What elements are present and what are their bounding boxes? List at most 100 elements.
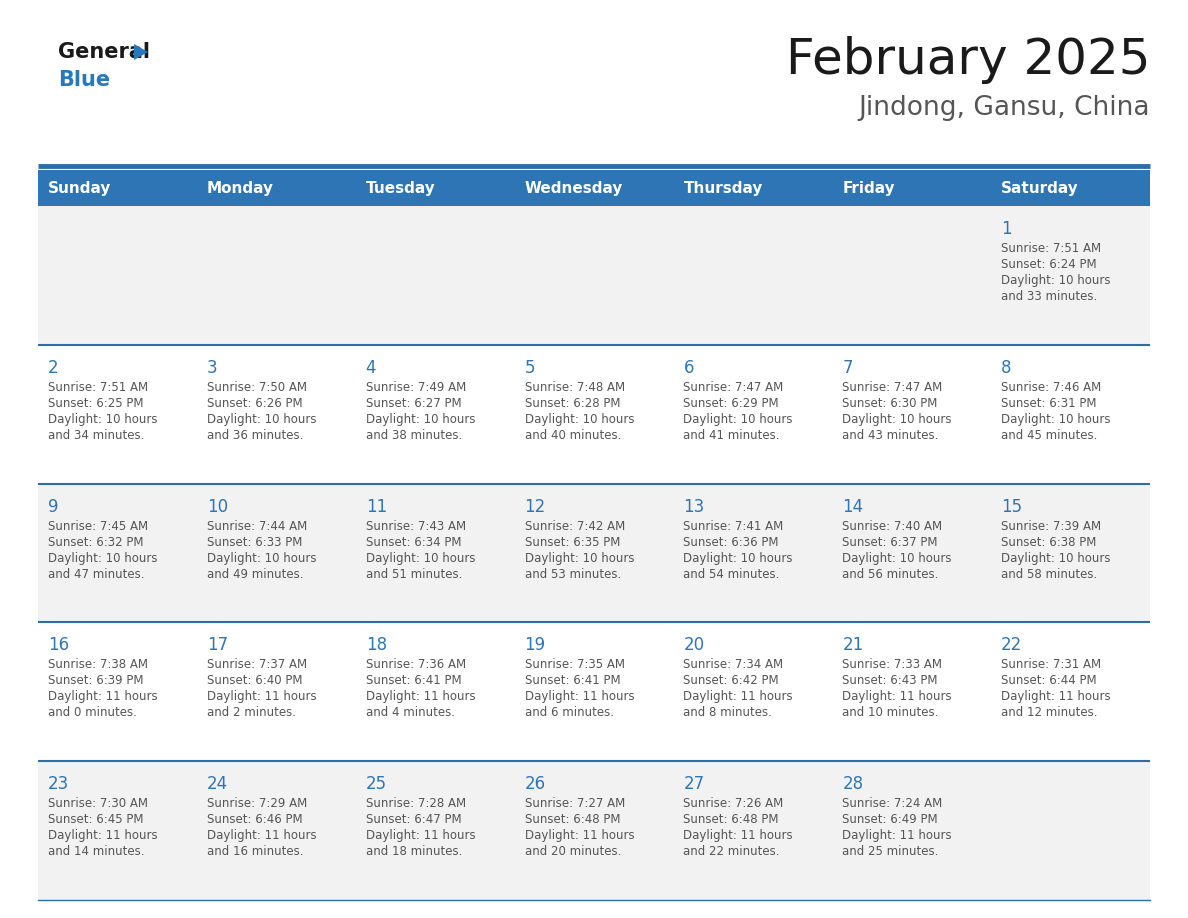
Text: Daylight: 10 hours: Daylight: 10 hours [366, 413, 475, 426]
Text: Sunday: Sunday [48, 181, 112, 196]
Text: Daylight: 10 hours: Daylight: 10 hours [1001, 552, 1111, 565]
Bar [514, 170, 674, 206]
Text: Sunset: 6:31 PM: Sunset: 6:31 PM [1001, 397, 1097, 409]
Text: Sunset: 6:32 PM: Sunset: 6:32 PM [48, 535, 144, 549]
Text: Sunrise: 7:48 AM: Sunrise: 7:48 AM [525, 381, 625, 394]
Text: and 40 minutes.: and 40 minutes. [525, 429, 621, 442]
Text: Daylight: 11 hours: Daylight: 11 hours [842, 829, 952, 842]
Text: Thursday: Thursday [683, 181, 763, 196]
Text: Sunset: 6:38 PM: Sunset: 6:38 PM [1001, 535, 1097, 549]
Text: Wednesday: Wednesday [525, 181, 623, 196]
Text: and 34 minutes.: and 34 minutes. [48, 429, 145, 442]
Text: 9: 9 [48, 498, 58, 516]
Text: and 14 minutes.: and 14 minutes. [48, 845, 145, 858]
Text: Daylight: 10 hours: Daylight: 10 hours [366, 552, 475, 565]
Text: Sunrise: 7:49 AM: Sunrise: 7:49 AM [366, 381, 466, 394]
Bar [197, 170, 355, 206]
Text: and 53 minutes.: and 53 minutes. [525, 567, 621, 580]
Text: Sunset: 6:42 PM: Sunset: 6:42 PM [683, 675, 779, 688]
Text: Daylight: 10 hours: Daylight: 10 hours [525, 413, 634, 426]
Text: Sunrise: 7:35 AM: Sunrise: 7:35 AM [525, 658, 625, 671]
Text: General: General [58, 42, 150, 62]
Text: 28: 28 [842, 775, 864, 793]
Text: Sunrise: 7:31 AM: Sunrise: 7:31 AM [1001, 658, 1101, 671]
Text: Sunset: 6:41 PM: Sunset: 6:41 PM [366, 675, 461, 688]
Text: Sunrise: 7:33 AM: Sunrise: 7:33 AM [842, 658, 942, 671]
Text: 17: 17 [207, 636, 228, 655]
Text: and 2 minutes.: and 2 minutes. [207, 706, 296, 720]
Text: and 49 minutes.: and 49 minutes. [207, 567, 303, 580]
Text: Sunrise: 7:30 AM: Sunrise: 7:30 AM [48, 797, 148, 811]
Text: Sunset: 6:35 PM: Sunset: 6:35 PM [525, 535, 620, 549]
Text: Daylight: 11 hours: Daylight: 11 hours [48, 690, 158, 703]
Text: 3: 3 [207, 359, 217, 376]
Text: and 12 minutes.: and 12 minutes. [1001, 706, 1098, 720]
Text: 1: 1 [1001, 220, 1012, 238]
Text: 5: 5 [525, 359, 535, 376]
Text: Sunrise: 7:29 AM: Sunrise: 7:29 AM [207, 797, 308, 811]
Text: Sunrise: 7:51 AM: Sunrise: 7:51 AM [1001, 242, 1101, 255]
Bar [355, 170, 514, 206]
Text: Sunset: 6:43 PM: Sunset: 6:43 PM [842, 675, 937, 688]
Text: 2: 2 [48, 359, 58, 376]
Text: Daylight: 11 hours: Daylight: 11 hours [1001, 690, 1111, 703]
Bar [38, 206, 1150, 345]
Text: Sunset: 6:45 PM: Sunset: 6:45 PM [48, 813, 144, 826]
Text: 6: 6 [683, 359, 694, 376]
Text: Friday: Friday [842, 181, 895, 196]
Text: Daylight: 10 hours: Daylight: 10 hours [842, 552, 952, 565]
Text: Sunrise: 7:43 AM: Sunrise: 7:43 AM [366, 520, 466, 532]
Text: Sunrise: 7:42 AM: Sunrise: 7:42 AM [525, 520, 625, 532]
Text: Daylight: 11 hours: Daylight: 11 hours [207, 690, 316, 703]
Bar [674, 170, 833, 206]
Text: Tuesday: Tuesday [366, 181, 436, 196]
Text: Daylight: 11 hours: Daylight: 11 hours [48, 829, 158, 842]
Text: Sunrise: 7:37 AM: Sunrise: 7:37 AM [207, 658, 307, 671]
Text: Sunrise: 7:38 AM: Sunrise: 7:38 AM [48, 658, 148, 671]
Text: Sunset: 6:40 PM: Sunset: 6:40 PM [207, 675, 303, 688]
Text: Sunrise: 7:46 AM: Sunrise: 7:46 AM [1001, 381, 1101, 394]
Text: Sunset: 6:27 PM: Sunset: 6:27 PM [366, 397, 461, 409]
Text: and 25 minutes.: and 25 minutes. [842, 845, 939, 858]
Text: 15: 15 [1001, 498, 1022, 516]
Bar [38, 484, 1150, 622]
Text: Sunrise: 7:34 AM: Sunrise: 7:34 AM [683, 658, 784, 671]
Text: Sunset: 6:29 PM: Sunset: 6:29 PM [683, 397, 779, 409]
Text: and 18 minutes.: and 18 minutes. [366, 845, 462, 858]
Text: and 4 minutes.: and 4 minutes. [366, 706, 455, 720]
Text: 8: 8 [1001, 359, 1012, 376]
Text: Sunset: 6:26 PM: Sunset: 6:26 PM [207, 397, 303, 409]
Text: Daylight: 11 hours: Daylight: 11 hours [207, 829, 316, 842]
Text: Daylight: 10 hours: Daylight: 10 hours [1001, 413, 1111, 426]
Text: and 43 minutes.: and 43 minutes. [842, 429, 939, 442]
Text: Saturday: Saturday [1001, 181, 1079, 196]
Text: and 54 minutes.: and 54 minutes. [683, 567, 779, 580]
Text: Daylight: 11 hours: Daylight: 11 hours [525, 829, 634, 842]
Text: Daylight: 11 hours: Daylight: 11 hours [842, 690, 952, 703]
Text: Sunrise: 7:39 AM: Sunrise: 7:39 AM [1001, 520, 1101, 532]
Text: and 22 minutes.: and 22 minutes. [683, 845, 781, 858]
Text: Daylight: 11 hours: Daylight: 11 hours [366, 690, 475, 703]
Text: 25: 25 [366, 775, 387, 793]
Text: Sunset: 6:41 PM: Sunset: 6:41 PM [525, 675, 620, 688]
Text: Sunrise: 7:26 AM: Sunrise: 7:26 AM [683, 797, 784, 811]
Bar [38, 761, 1150, 900]
Text: 7: 7 [842, 359, 853, 376]
Text: Daylight: 10 hours: Daylight: 10 hours [683, 413, 792, 426]
Text: Sunset: 6:36 PM: Sunset: 6:36 PM [683, 535, 779, 549]
Text: 23: 23 [48, 775, 69, 793]
Text: Sunrise: 7:36 AM: Sunrise: 7:36 AM [366, 658, 466, 671]
Text: and 45 minutes.: and 45 minutes. [1001, 429, 1098, 442]
Text: Sunset: 6:34 PM: Sunset: 6:34 PM [366, 535, 461, 549]
Text: Daylight: 11 hours: Daylight: 11 hours [683, 829, 794, 842]
Text: and 58 minutes.: and 58 minutes. [1001, 567, 1098, 580]
Text: and 56 minutes.: and 56 minutes. [842, 567, 939, 580]
Text: Daylight: 10 hours: Daylight: 10 hours [1001, 274, 1111, 287]
Text: Sunset: 6:47 PM: Sunset: 6:47 PM [366, 813, 461, 826]
Text: Sunset: 6:33 PM: Sunset: 6:33 PM [207, 535, 302, 549]
Text: 4: 4 [366, 359, 377, 376]
Text: Monday: Monday [207, 181, 274, 196]
Text: Daylight: 11 hours: Daylight: 11 hours [366, 829, 475, 842]
Text: Daylight: 10 hours: Daylight: 10 hours [842, 413, 952, 426]
Text: and 33 minutes.: and 33 minutes. [1001, 290, 1098, 303]
